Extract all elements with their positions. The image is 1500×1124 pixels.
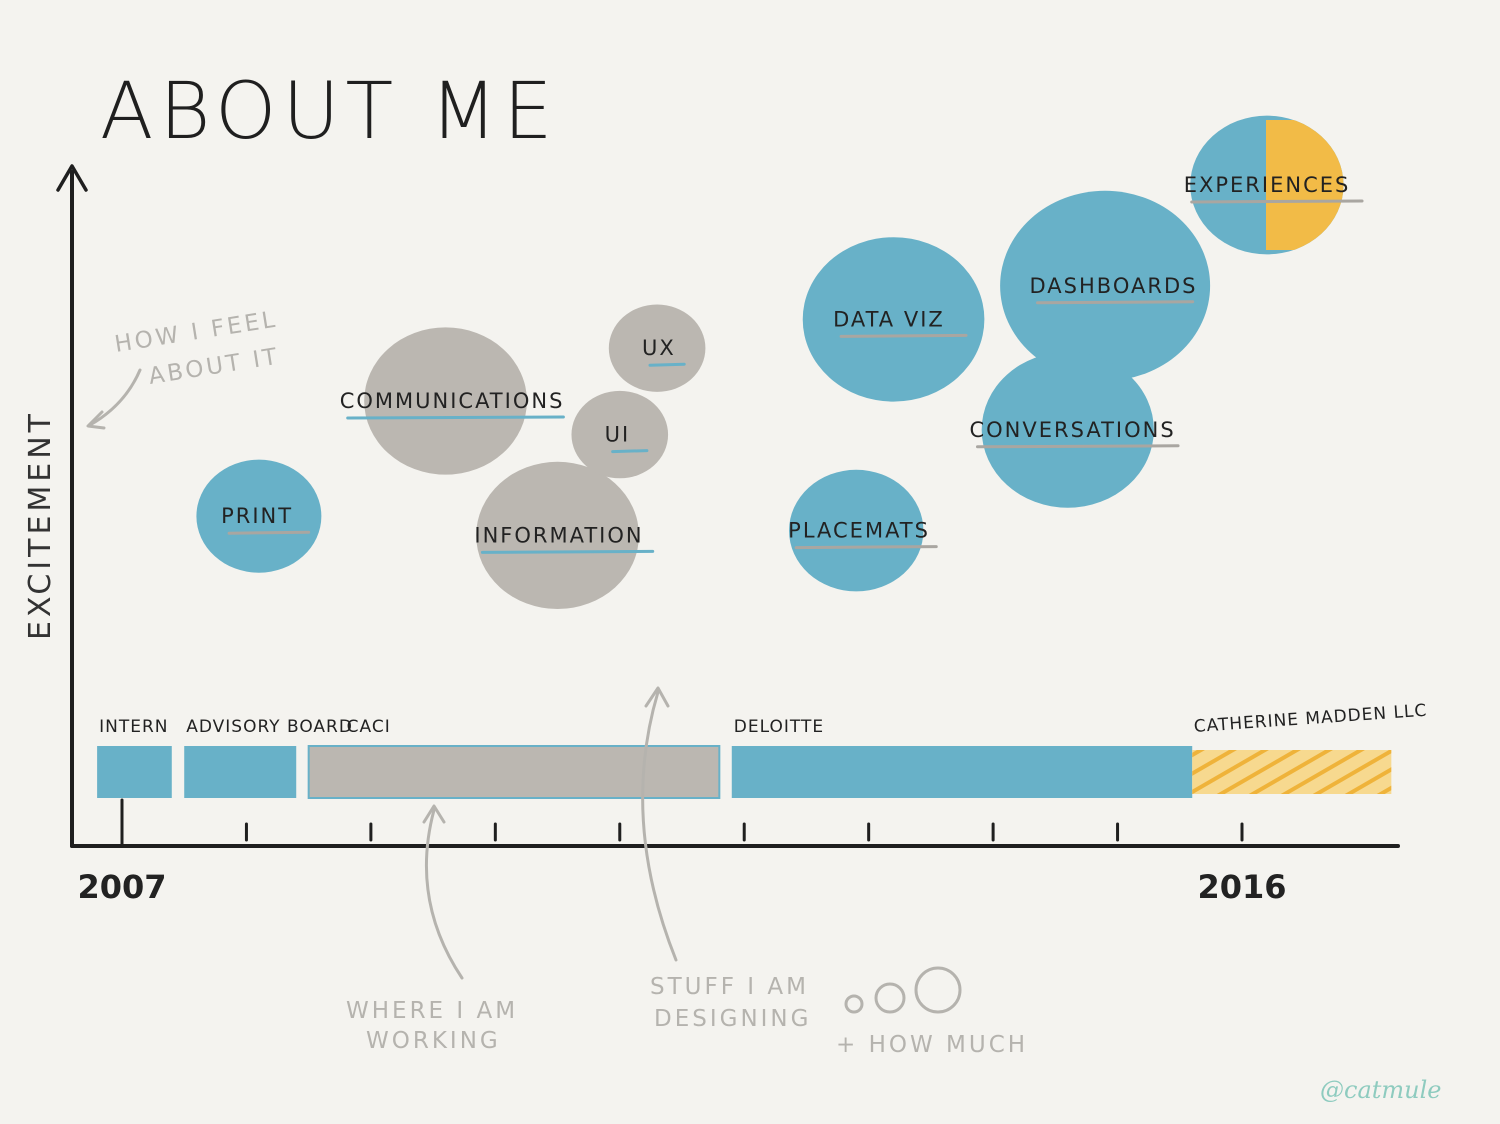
stuff-note: STUFF I AM DESIGNING [641, 686, 811, 1032]
bubble-underline [1036, 300, 1195, 305]
bubble-underline [839, 333, 968, 338]
bubble-underline [346, 415, 565, 420]
stuff-note-arrowhead [644, 686, 670, 708]
bubble-communications: COMMUNICATIONS [340, 327, 565, 475]
how-much-label: + HOW MUCH [836, 1032, 1028, 1058]
where-line2: WORKING [366, 1028, 501, 1054]
period-label-caci: CACI [347, 717, 391, 737]
x-tick-label: 2007 [77, 868, 166, 906]
period-label-deloitte: DELOITTE [734, 717, 824, 737]
excitement-note: HOW I FEEL ABOUT IT [86, 306, 282, 430]
bubble-shape [1000, 190, 1211, 381]
period-bar-deloitte [731, 746, 1193, 798]
bubble-label: DATA VIZ [833, 307, 945, 331]
bubble-underline [611, 449, 649, 454]
author-handle: @catmule [1320, 1076, 1442, 1104]
bubble-ux: UX [608, 304, 706, 392]
bubble-shape [608, 304, 706, 392]
bubble-underline [648, 362, 686, 367]
stuff-line1: STUFF I AM [650, 974, 809, 1000]
bubble-label: PLACEMATS [788, 519, 930, 543]
stuff-line2: DESIGNING [654, 1006, 811, 1032]
bubble-print: PRINT [196, 459, 322, 573]
y-axis-arrow [56, 164, 88, 192]
bubble-label: UI [605, 423, 631, 447]
bubble-label: CONVERSATIONS [969, 418, 1175, 442]
bubble-shape [789, 469, 924, 592]
excitement-note-arrow [88, 368, 142, 427]
bubble-information: INFORMATION [474, 461, 655, 610]
stuff-note-arrow [641, 690, 678, 962]
excitement-note-arrowhead [86, 410, 106, 430]
bubble-label: COMMUNICATIONS [340, 389, 565, 413]
where-note-arrow [424, 808, 464, 980]
axes [56, 164, 1400, 848]
bubble-dashboards: DASHBOARDS [1000, 190, 1211, 381]
period-bar-catherine-madden-llc [1192, 750, 1392, 794]
period-bar-caci [307, 745, 721, 799]
bubble-shape [196, 459, 322, 573]
how-i-feel-line2: ABOUT IT [147, 344, 282, 390]
bubble-experiences: EXPERIENCES [1184, 115, 1364, 255]
x-tick-label: 2016 [1197, 868, 1286, 906]
bubble-accent [1266, 120, 1344, 250]
where-note-arrowhead [422, 804, 446, 824]
bubbles: PRINT COMMUNICATIONS INFORMATION UI UX DATA V… [196, 115, 1364, 610]
period-bar-intern [97, 746, 172, 798]
bubble-label: UX [642, 336, 676, 360]
bubble-shape [476, 461, 639, 610]
bubble-underline [1190, 199, 1364, 204]
bubble-shape [571, 390, 669, 479]
legend-circle-medium [874, 982, 906, 1014]
bubble-label: DASHBOARDS [1030, 274, 1198, 298]
bubble-shape [364, 327, 527, 475]
bubble-label: PRINT [221, 504, 293, 528]
x-ticks [120, 798, 1244, 848]
period-label-advisory-board: ADVISORY BOARD [186, 717, 353, 737]
chart-title: ABOUT ME [100, 67, 559, 157]
bubble-label: EXPERIENCES [1184, 173, 1351, 197]
y-axis-label: EXCITEMENT [23, 410, 58, 640]
bubble-underline [480, 549, 655, 554]
bubble-data-viz: DATA VIZ [802, 237, 985, 402]
period-label-catherine-madden-llc: CATHERINE MADDEN LLC [1193, 701, 1428, 737]
legend-circle-small [844, 994, 864, 1014]
legend-circle-large [914, 966, 962, 1014]
bubble-underline [227, 530, 311, 535]
size-legend: + HOW MUCH [836, 966, 1028, 1058]
where-line1: WHERE I AM [346, 998, 518, 1024]
x-tick-labels: 2007 2016 [77, 868, 1286, 906]
bubble-underline [975, 444, 1180, 449]
bubble-label: INFORMATION [474, 523, 643, 547]
bubble-underline [794, 545, 938, 550]
bubble-shape [981, 351, 1154, 508]
where-note: WHERE I AM WORKING [346, 804, 518, 1054]
bubble-shape [802, 237, 985, 402]
period-bar-advisory-board [184, 746, 297, 798]
bubble-conversations: CONVERSATIONS [969, 351, 1180, 508]
bubble-placemats: PLACEMATS [788, 469, 938, 592]
bubble-ui: UI [571, 390, 669, 479]
period-label-intern: INTERN [99, 717, 168, 737]
